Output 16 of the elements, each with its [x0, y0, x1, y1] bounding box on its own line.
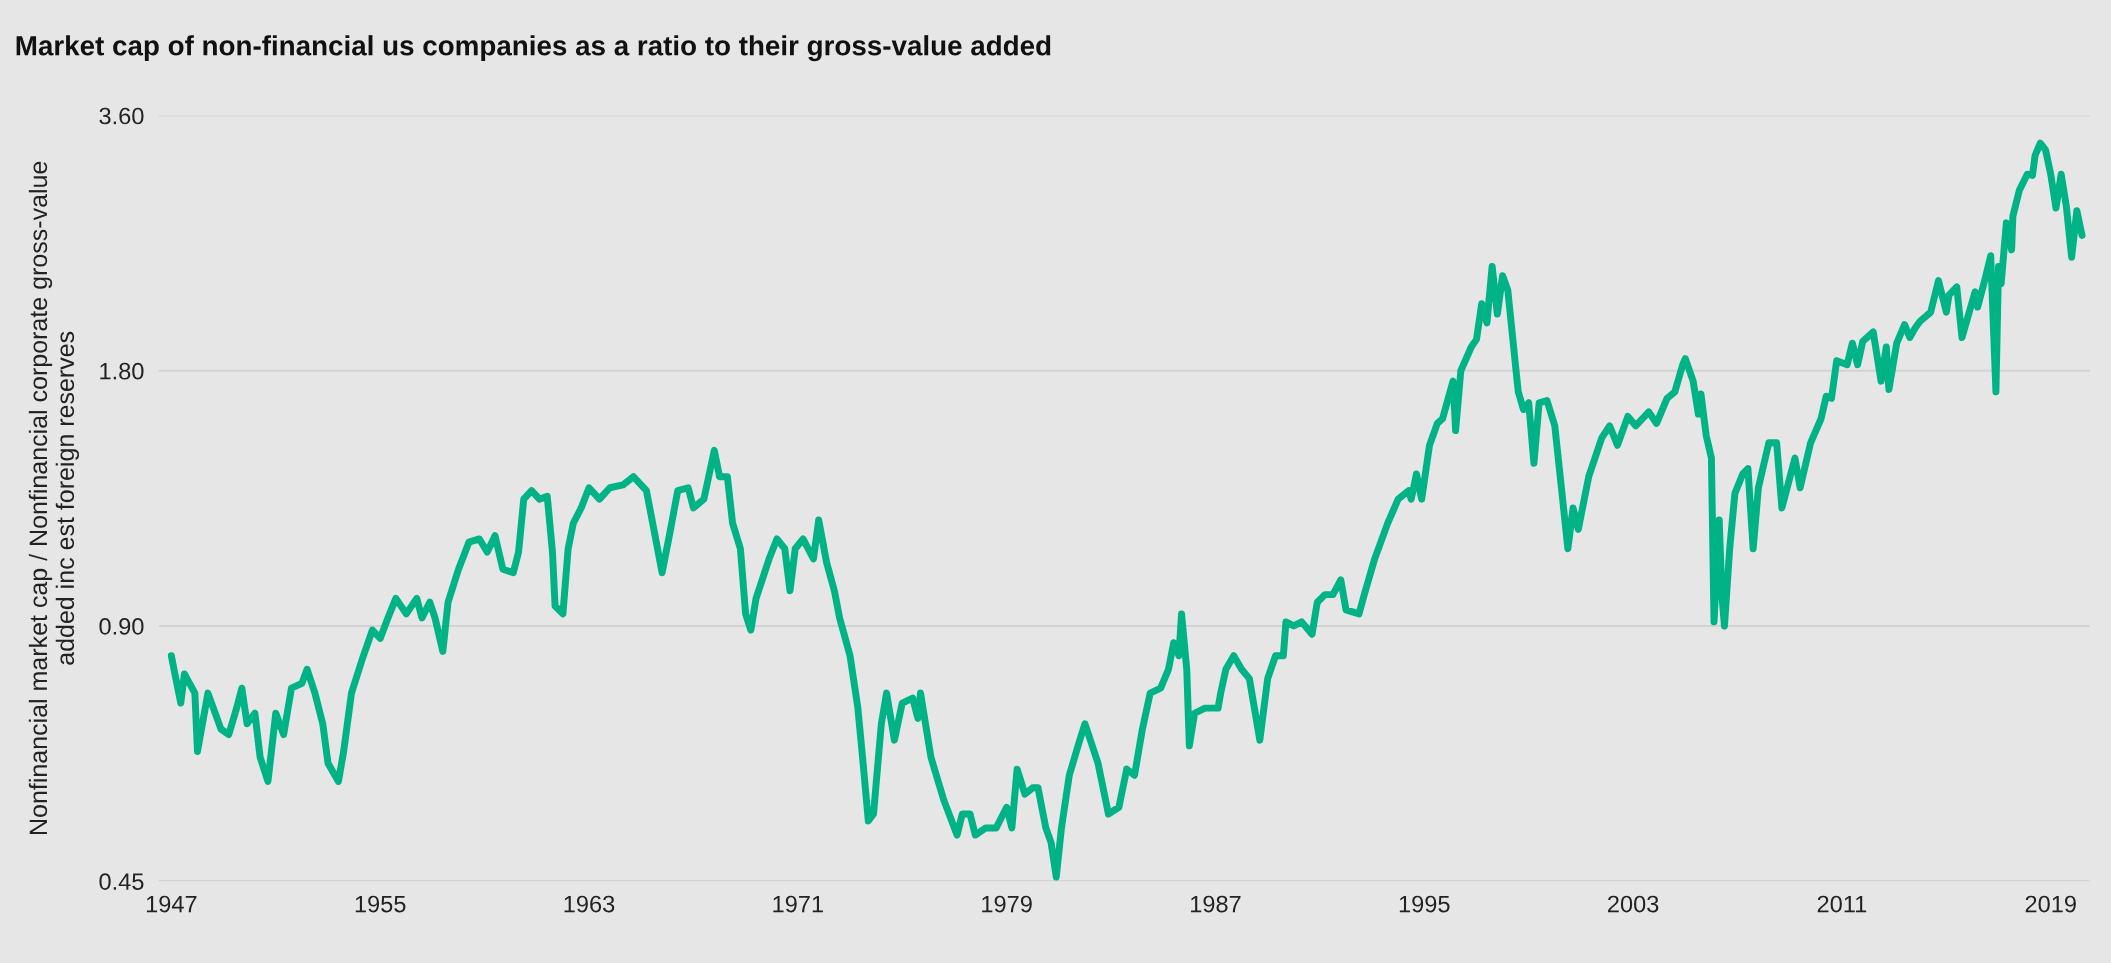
chart-title: Market cap of non-financial us companies as a ratio to their gross-value added: [16, 35, 1051, 62]
y-tick-label: 0.90: [99, 618, 144, 635]
y-tick-label: 3.60: [99, 107, 144, 125]
x-tick-label: 1963: [564, 895, 615, 913]
x-tick-label: 1955: [355, 895, 406, 913]
y-axis-title: Nonfinancial market cap / Nonfinancial corporate gross-value added inc est foreign reserves: [28, 161, 80, 834]
x-tick-label: 1979: [982, 895, 1032, 913]
x-tick-label: 2011: [1817, 895, 1867, 913]
x-tick-label: 1995: [1399, 895, 1450, 913]
y-tick-label: 1.80: [100, 362, 144, 380]
y-tick-label: 0.45: [99, 873, 144, 890]
x-tick-label: 1987: [1191, 895, 1241, 913]
x-tick-label: 1971: [773, 895, 823, 913]
x-tick-label: 1947: [146, 895, 197, 913]
x-tick-label: 2019: [2025, 895, 2076, 913]
x-tick-label: 2003: [1608, 895, 1659, 913]
